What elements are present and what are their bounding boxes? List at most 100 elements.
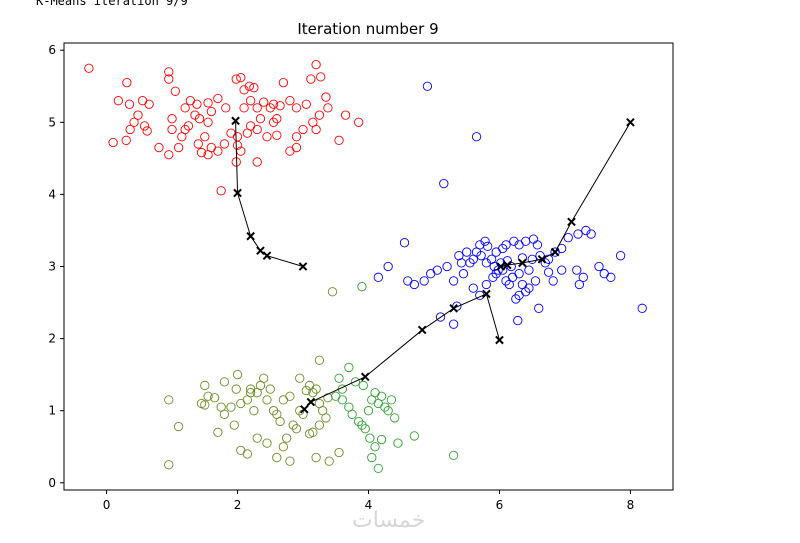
centroid-path-3 — [300, 289, 504, 414]
data-point — [164, 150, 174, 160]
data-point — [524, 283, 534, 293]
x-tick-label: 6 — [496, 498, 504, 512]
data-point — [177, 132, 187, 142]
data-point — [252, 103, 262, 113]
data-point — [265, 103, 275, 113]
data-point — [252, 157, 262, 167]
data-point — [196, 147, 207, 158]
data-point — [344, 362, 354, 373]
centroid-path-2 — [496, 117, 635, 271]
centroid-path-line — [235, 120, 304, 267]
data-point — [304, 429, 315, 439]
data-point — [534, 303, 544, 313]
y-tick-label: 2 — [48, 332, 56, 346]
data-point — [419, 276, 429, 286]
data-point — [331, 391, 341, 401]
data-point — [637, 303, 647, 313]
chart-title: Iteration number 9 — [297, 20, 438, 38]
output-caption: K-Means iteration 9/9 — [36, 0, 188, 8]
data-point — [231, 384, 241, 394]
data-point — [239, 85, 249, 95]
data-point — [192, 99, 202, 109]
data-point — [268, 99, 279, 109]
data-point — [527, 254, 537, 264]
data-point — [480, 236, 490, 246]
data-point — [376, 434, 387, 445]
data-point — [314, 110, 325, 120]
data-point — [572, 265, 582, 275]
data-point — [350, 377, 361, 387]
data-point — [252, 433, 262, 443]
data-point — [532, 240, 543, 250]
data-point — [259, 373, 269, 383]
data-point — [295, 373, 305, 383]
x-tick-label: 2 — [234, 498, 242, 512]
data-point — [288, 420, 298, 430]
data-point — [439, 178, 449, 189]
data-point — [311, 452, 321, 463]
data-point — [373, 463, 383, 474]
data-point — [363, 406, 374, 416]
data-point — [383, 406, 393, 416]
data-point — [327, 287, 338, 297]
data-point — [203, 391, 213, 401]
data-point — [615, 251, 626, 261]
centroid-marker — [550, 247, 560, 257]
data-point — [321, 92, 331, 102]
data-point — [129, 117, 139, 127]
x-tick-label: 4 — [365, 498, 373, 512]
data-point — [213, 93, 223, 104]
data-point — [581, 225, 591, 236]
data-point — [173, 142, 184, 153]
data-point — [489, 261, 499, 272]
data-point — [476, 251, 486, 261]
data-point — [173, 421, 184, 432]
data-point — [167, 114, 177, 124]
data-point — [216, 186, 226, 196]
data-point — [142, 126, 152, 136]
centroid-marker — [626, 117, 635, 127]
data-point — [543, 267, 554, 277]
data-point — [483, 241, 493, 251]
data-point — [154, 142, 164, 153]
data-point — [393, 438, 403, 448]
data-point — [219, 377, 230, 387]
data-point — [84, 63, 94, 73]
data-point — [311, 59, 321, 70]
data-point — [543, 254, 554, 264]
data-point — [278, 78, 289, 88]
data-point — [370, 388, 380, 398]
data-point — [586, 229, 596, 239]
data-point — [491, 247, 501, 257]
data-point — [185, 96, 196, 106]
data-point — [511, 294, 521, 304]
centroid-path-line — [303, 293, 500, 410]
data-point — [206, 106, 216, 117]
centroid-marker — [300, 404, 309, 414]
data-point — [573, 229, 583, 239]
data-point — [426, 269, 436, 279]
data-point — [298, 124, 308, 135]
data-point — [193, 139, 203, 149]
data-point — [236, 72, 246, 83]
data-point — [164, 74, 174, 84]
centroid-marker — [567, 217, 576, 227]
data-point — [245, 96, 256, 106]
watermark: خمسات — [352, 508, 426, 533]
data-point — [409, 279, 419, 290]
centroid-path-1 — [231, 116, 308, 271]
data-point — [226, 402, 236, 412]
data-point — [144, 99, 154, 109]
centroid-marker — [449, 304, 458, 313]
data-point — [164, 67, 174, 77]
data-point — [409, 431, 419, 441]
data-point — [167, 124, 177, 135]
data-point — [422, 81, 433, 91]
series-cluster-1 — [84, 59, 364, 196]
data-point — [242, 128, 253, 138]
data-point — [606, 272, 616, 282]
data-point — [291, 424, 302, 434]
data-point — [399, 238, 410, 248]
data-point — [530, 276, 541, 286]
